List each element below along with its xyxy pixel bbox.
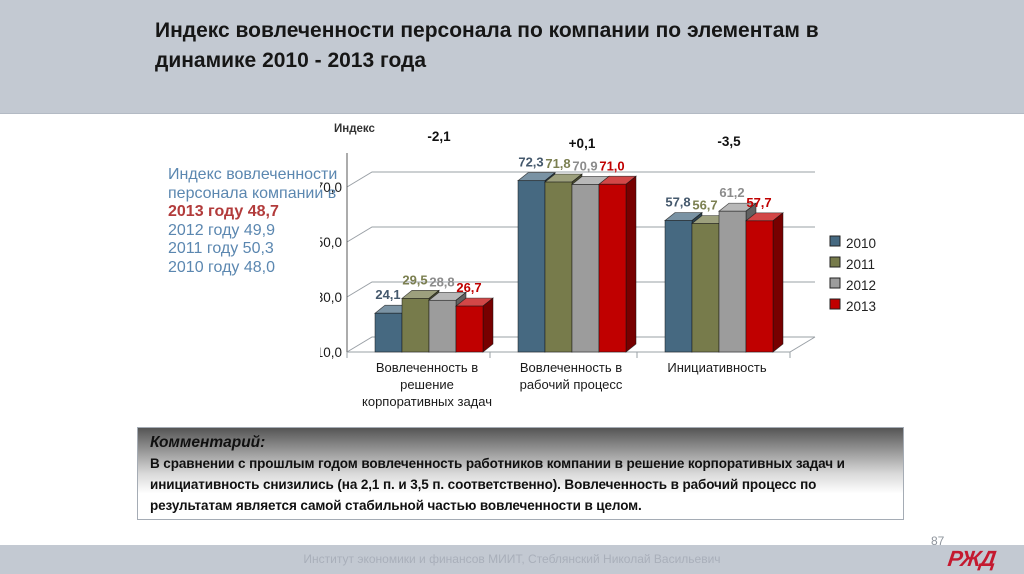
y-axis-tick-label: 50,0 [320,235,342,250]
engagement-bar-chart: 10,0 30,0 50,0 70,0 24,1 72,3 57,8 29,5 71,8 56,7… [316,123,876,409]
bar-side-face [772,212,784,353]
slide-header-band: Индекс вовлеченности персонала по компан… [0,0,1024,114]
slide-title: Индекс вовлеченности персонала по компан… [155,19,819,72]
bar-value-label: 24,1 [375,287,400,302]
legend-swatch [829,298,841,310]
rzd-logo: РЖД [946,546,997,571]
info-line: Индекс вовлеченности [168,166,338,183]
bar-value-label: 72,3 [518,155,543,170]
legend-label: 2010 [846,236,876,251]
bar-2013-group3 [745,212,784,353]
bar-value-label: 70,9 [572,159,597,174]
bar-value-label: 57,8 [665,195,690,210]
bar-front-face [571,184,600,353]
bar-front-face [428,299,457,353]
comment-heading: Комментарий: [150,434,266,451]
slide-footer-band: Институт экономики и финансов МИИТ, Стеб… [0,545,1024,574]
bar-value-label: 29,5 [402,272,427,287]
bar-front-face [374,312,403,353]
category-label: Вовлеченность в решение корпоративных зада… [362,360,492,409]
legend-swatch [829,235,841,247]
bar-value-label: 56,7 [692,198,717,213]
bar-front-face [517,180,546,353]
delta-label: +0,1 [569,136,596,151]
y-axis-tick-label: 30,0 [320,290,342,305]
bar-value-label: 71,0 [599,158,624,173]
legend-swatch [829,256,841,268]
bar-front-face [664,220,693,353]
bar-value-label: 61,2 [719,185,744,200]
comment-body: В сравнении с прошлым годом вовлеченност… [150,456,845,513]
legend-label: 2012 [846,278,876,293]
info-line: 2010 году 48,0 [168,258,275,276]
legend-swatch [829,277,841,289]
category-label: Инициативность [667,360,766,375]
delta-label: -2,1 [427,129,451,144]
bar-value-label: 28,8 [429,274,454,289]
info-line: 2011 году 50,3 [168,240,274,257]
category-label-line: Инициативность [667,360,766,375]
legend-label: 2011 [846,257,875,272]
category-label-line: Вовлеченность в [520,360,622,375]
info-line: персонала компании в [168,184,337,202]
bar-front-face [718,210,747,353]
category-label: Вовлеченность в рабочий процесс [520,360,623,392]
comment-box: Комментарий: В сравнении с прошлым годом… [137,427,904,520]
info-line: 2013 году 48,7 [168,203,279,220]
y-axis-title: Индекс [334,123,376,135]
bar-front-face [598,183,627,353]
bar-value-label: 26,7 [456,280,481,295]
bar-front-face [401,298,430,353]
y-axis-tick-label: 10,0 [320,345,342,360]
bar-value-label: 57,7 [746,195,771,210]
bar-2013-group1 [455,297,494,353]
gridline [346,171,815,188]
bar-front-face [544,181,573,353]
y-axis-tick-label: 70,0 [320,180,342,195]
bar-front-face [691,223,720,353]
category-label-line: рабочий процесс [520,377,623,392]
engagement-summary: Индекс вовлеченности персонала компании в… [168,166,378,277]
legend-label: 2013 [846,299,876,314]
bar-value-label: 71,8 [545,156,570,171]
bar-front-face [745,220,774,353]
bar-2013-group2 [598,175,637,353]
bar-side-face [625,175,637,353]
bar-side-face [482,297,494,353]
info-line: 2012 году 49,9 [168,221,275,239]
category-label-line: Вовлеченность в [376,360,478,375]
page-number: 87 [931,534,945,548]
delta-label: -3,5 [717,134,741,149]
category-label-line: решение [400,377,454,392]
chart-area: 10,0 30,0 50,0 70,0 24,1 72,3 57,8 29,5 71,8 56,7… [316,112,890,425]
bar-front-face [455,305,484,353]
footer-credit: Институт экономики и финансов МИИТ, Стеб… [303,552,721,566]
category-label-line: корпоративных задач [362,394,492,409]
